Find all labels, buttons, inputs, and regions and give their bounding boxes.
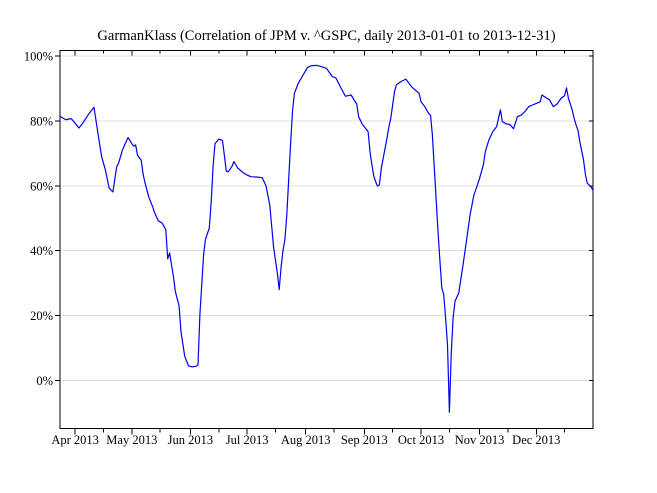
y-tick-label: 20% [30, 309, 53, 323]
y-tick-label: 80% [30, 114, 53, 128]
x-tick-label: Sep 2013 [341, 433, 388, 447]
x-tick-label: Oct 2013 [398, 433, 444, 447]
plot-frame [59, 50, 594, 429]
chart-title: GarmanKlass (Correlation of JPM v. ^GSPC… [97, 28, 556, 44]
x-tick-label: Jul 2013 [226, 433, 269, 447]
x-tick-label: May 2013 [106, 433, 157, 447]
y-tick-label: 60% [30, 179, 53, 193]
x-tick-label: Aug 2013 [281, 433, 331, 447]
correlation-line [59, 64, 594, 413]
x-tick-label: Apr 2013 [51, 433, 99, 447]
x-tick-label: Jun 2013 [168, 433, 214, 447]
x-tick-label: Dec 2013 [512, 433, 560, 447]
x-tick-label: Nov 2013 [455, 433, 505, 447]
y-tick-label: 100% [24, 50, 53, 64]
y-tick-label: 0% [36, 374, 53, 388]
y-tick-label: 40% [30, 244, 53, 258]
